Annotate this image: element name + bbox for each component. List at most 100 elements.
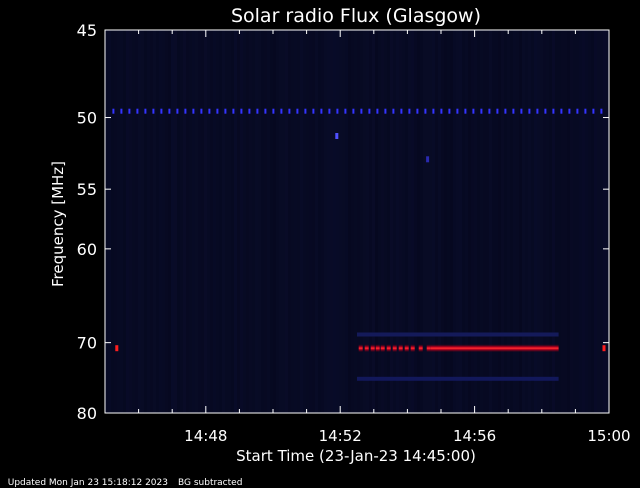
- bg-stripe: [426, 30, 429, 413]
- band-fragment: [410, 344, 415, 353]
- dotted-line-dot: [208, 108, 211, 114]
- bg-stripe: [579, 30, 582, 413]
- dotted-line-dot: [592, 108, 595, 114]
- bg-stripe: [465, 30, 468, 413]
- bg-stripe: [195, 30, 198, 413]
- bg-stripe: [402, 30, 405, 413]
- bg-stripe: [192, 30, 195, 413]
- bg-stripe: [363, 30, 366, 413]
- bg-stripe: [282, 30, 285, 413]
- bg-stripe: [129, 30, 132, 413]
- dotted-line-dot: [264, 108, 267, 114]
- x-axis-label: Start Time (23-Jan-23 14:45:00): [236, 447, 476, 465]
- bg-stripe: [168, 30, 171, 413]
- bg-stripe: [237, 30, 240, 413]
- dotted-line-dot: [568, 108, 571, 114]
- bg-stripe: [573, 30, 576, 413]
- dotted-line-dot: [400, 108, 403, 114]
- bg-stripe: [438, 30, 441, 413]
- bg-stripe: [138, 30, 141, 413]
- dotted-line-dot: [536, 108, 539, 114]
- bg-stripe: [150, 30, 153, 413]
- faint-band: [357, 376, 559, 381]
- bg-stripe: [264, 30, 267, 413]
- bg-stripe: [408, 30, 411, 413]
- bg-stripe: [300, 30, 303, 413]
- dotted-line-dot: [320, 108, 323, 114]
- dotted-line-dot: [392, 108, 395, 114]
- bg-stripe: [522, 30, 525, 413]
- plot-frame: [104, 29, 610, 414]
- bg-stripe: [534, 30, 537, 413]
- y-axis-label: Frequency [MHz]: [49, 161, 67, 287]
- bg-stripe: [384, 30, 387, 413]
- dotted-line-dot: [600, 108, 603, 114]
- dotted-line-dot: [288, 108, 291, 114]
- dotted-line-dot: [504, 108, 507, 114]
- dotted-line-dot: [464, 108, 467, 114]
- bg-stripe: [186, 30, 189, 413]
- signal-dot: [426, 156, 430, 163]
- dotted-line-dot: [160, 108, 163, 114]
- dotted-line-dot: [224, 108, 227, 114]
- bg-stripe: [222, 30, 225, 413]
- bg-stripe: [435, 30, 438, 413]
- bg-stripe: [288, 30, 291, 413]
- bg-stripe: [183, 30, 186, 413]
- band-fragment: [364, 344, 369, 353]
- bg-stripe: [114, 30, 117, 413]
- bg-stripe: [279, 30, 282, 413]
- bg-stripe: [156, 30, 159, 413]
- bg-stripe: [474, 30, 477, 413]
- band-fragment: [386, 344, 391, 353]
- spectral-features: [112, 108, 606, 381]
- bg-stripe: [468, 30, 471, 413]
- bg-stripe: [207, 30, 210, 413]
- y-tick-label: 70: [77, 334, 97, 353]
- signal-dot: [602, 345, 606, 352]
- dotted-line-dot: [520, 108, 523, 114]
- dotted-line-dot: [272, 108, 275, 114]
- bg-stripe: [210, 30, 213, 413]
- bg-stripe: [567, 30, 570, 413]
- x-tick-label: 14:52: [319, 427, 362, 445]
- dotted-line-dot: [296, 108, 299, 114]
- signal-dot: [115, 345, 119, 352]
- x-axis: 14:48 14:52 14:56 15:00: [104, 30, 631, 445]
- bg-stripe: [555, 30, 558, 413]
- bg-stripe: [147, 30, 150, 413]
- dotted-line-dot: [368, 108, 371, 114]
- bg-stripe: [537, 30, 540, 413]
- dotted-line-dot: [328, 108, 331, 114]
- signal-dot: [335, 133, 339, 139]
- dotted-line-dot: [560, 108, 563, 114]
- bg-stripe: [501, 30, 504, 413]
- bg-stripe: [600, 30, 603, 413]
- bg-stripe: [261, 30, 264, 413]
- dotted-line-dot: [168, 108, 171, 114]
- band-fragment: [370, 344, 375, 353]
- dotted-line-dot: [280, 108, 283, 114]
- band-fragment: [418, 344, 423, 353]
- bg-stripe: [285, 30, 288, 413]
- bg-stripe: [216, 30, 219, 413]
- bg-stripe: [525, 30, 528, 413]
- bg-stripe: [561, 30, 564, 413]
- bg-stripe: [135, 30, 138, 413]
- bg-stripe: [225, 30, 228, 413]
- bg-stripe: [498, 30, 501, 413]
- bg-stripe: [318, 30, 321, 413]
- dotted-line-dot: [424, 108, 427, 114]
- dotted-line-dot: [376, 108, 379, 114]
- bg-stripe: [387, 30, 390, 413]
- bg-stripe: [483, 30, 486, 413]
- bg-stripe: [246, 30, 249, 413]
- bg-stripe: [162, 30, 165, 413]
- bg-stripe: [405, 30, 408, 413]
- bg-stripe: [303, 30, 306, 413]
- bg-stripe: [462, 30, 465, 413]
- bg-stripe: [255, 30, 258, 413]
- bg-stripe: [360, 30, 363, 413]
- bg-stripe: [504, 30, 507, 413]
